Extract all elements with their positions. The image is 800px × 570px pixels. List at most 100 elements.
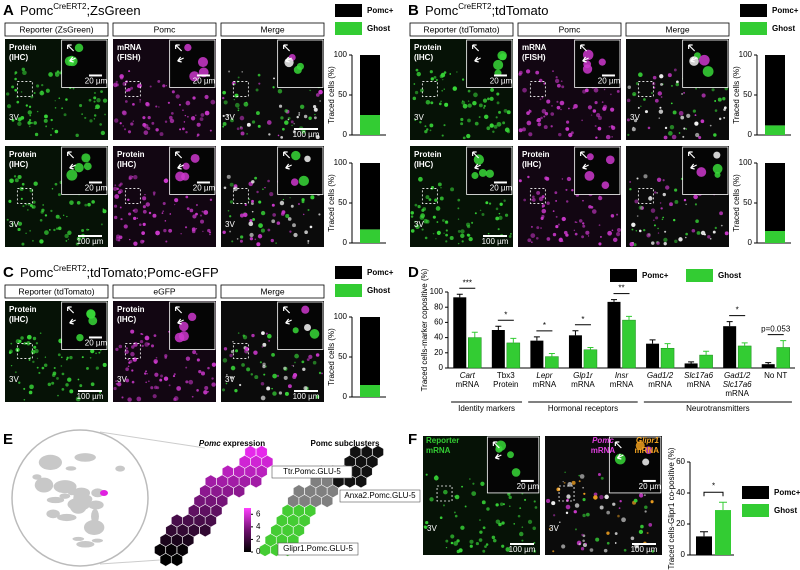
cell xyxy=(223,100,228,105)
cell xyxy=(221,388,226,392)
column-header-label: eGFP xyxy=(153,286,176,296)
cell xyxy=(460,117,464,122)
inset-cell xyxy=(66,169,78,181)
cell xyxy=(55,214,60,219)
cell xyxy=(533,500,536,503)
cell xyxy=(518,70,523,75)
cell xyxy=(165,85,168,87)
bar xyxy=(699,354,713,369)
region-label: 3V xyxy=(225,220,235,229)
cell xyxy=(144,372,147,375)
title-gene: Pomc xyxy=(20,265,54,280)
arrow xyxy=(582,163,589,170)
hex-cell xyxy=(259,543,271,557)
cell xyxy=(22,205,25,208)
cell xyxy=(121,110,126,115)
cell xyxy=(25,203,27,206)
inset-cell xyxy=(290,178,299,186)
cell xyxy=(636,177,639,180)
cell xyxy=(19,186,24,191)
cell xyxy=(492,538,497,543)
cell xyxy=(606,510,610,515)
cell xyxy=(277,134,280,137)
cell xyxy=(50,209,53,213)
cell xyxy=(636,215,639,217)
cell xyxy=(280,116,284,120)
cell xyxy=(152,394,157,399)
cell xyxy=(243,101,249,107)
cell xyxy=(146,373,148,375)
region-label: 3V xyxy=(225,375,235,384)
cell xyxy=(563,481,566,484)
cell xyxy=(157,79,161,83)
cell xyxy=(657,227,659,230)
inset xyxy=(608,436,662,494)
cell xyxy=(14,371,17,374)
inset xyxy=(574,146,621,195)
legend-label: Pomc+ xyxy=(642,271,669,280)
title-superscript: CreERT2 xyxy=(53,2,87,11)
cell xyxy=(20,336,24,340)
cell xyxy=(483,114,489,120)
cell xyxy=(566,494,571,499)
hex-cell xyxy=(199,484,211,498)
cell xyxy=(284,120,289,125)
cell xyxy=(318,213,321,216)
cell xyxy=(313,116,317,120)
cell xyxy=(410,211,414,215)
cell xyxy=(659,106,662,109)
cell xyxy=(117,382,122,387)
cell xyxy=(113,82,118,88)
cell xyxy=(53,366,56,370)
cell xyxy=(593,495,598,500)
arrow xyxy=(492,441,500,449)
hex-cell xyxy=(210,484,223,498)
gene-name: Pomc xyxy=(199,439,221,448)
scale-label: 20 µm xyxy=(85,77,108,86)
column-header xyxy=(220,22,325,37)
cell xyxy=(548,527,551,530)
cell xyxy=(236,238,239,240)
cell xyxy=(195,228,198,230)
cell xyxy=(240,131,245,136)
scale-label: 20 µm xyxy=(193,184,216,193)
cell xyxy=(424,236,428,240)
cell xyxy=(254,375,259,380)
cell xyxy=(211,377,214,380)
cell xyxy=(531,199,533,201)
cell xyxy=(660,207,663,210)
cell xyxy=(155,105,158,108)
cell xyxy=(574,232,578,236)
cell xyxy=(168,228,173,233)
cell xyxy=(145,202,151,207)
cell xyxy=(643,494,646,497)
cell xyxy=(143,130,149,135)
cell xyxy=(88,98,92,102)
cell xyxy=(17,227,21,232)
cell xyxy=(544,176,548,180)
image-label: Protein xyxy=(9,150,37,159)
cell xyxy=(695,87,697,90)
cell xyxy=(165,240,168,243)
cell xyxy=(565,188,568,191)
cell xyxy=(457,230,461,233)
cell xyxy=(672,110,677,115)
cell xyxy=(59,71,62,75)
cell xyxy=(555,224,559,229)
cell xyxy=(237,76,240,79)
cell xyxy=(627,133,630,137)
cell xyxy=(119,74,124,79)
cell xyxy=(120,217,123,221)
cell xyxy=(574,503,580,508)
inset xyxy=(574,39,621,88)
cell xyxy=(237,109,240,112)
cell xyxy=(597,115,602,120)
cell xyxy=(160,374,164,378)
cell xyxy=(100,349,102,352)
arrow xyxy=(177,163,184,170)
cell xyxy=(565,200,569,203)
hex-cell xyxy=(361,445,373,459)
cell xyxy=(14,73,17,75)
error-bar xyxy=(780,340,787,348)
cell xyxy=(122,125,124,127)
